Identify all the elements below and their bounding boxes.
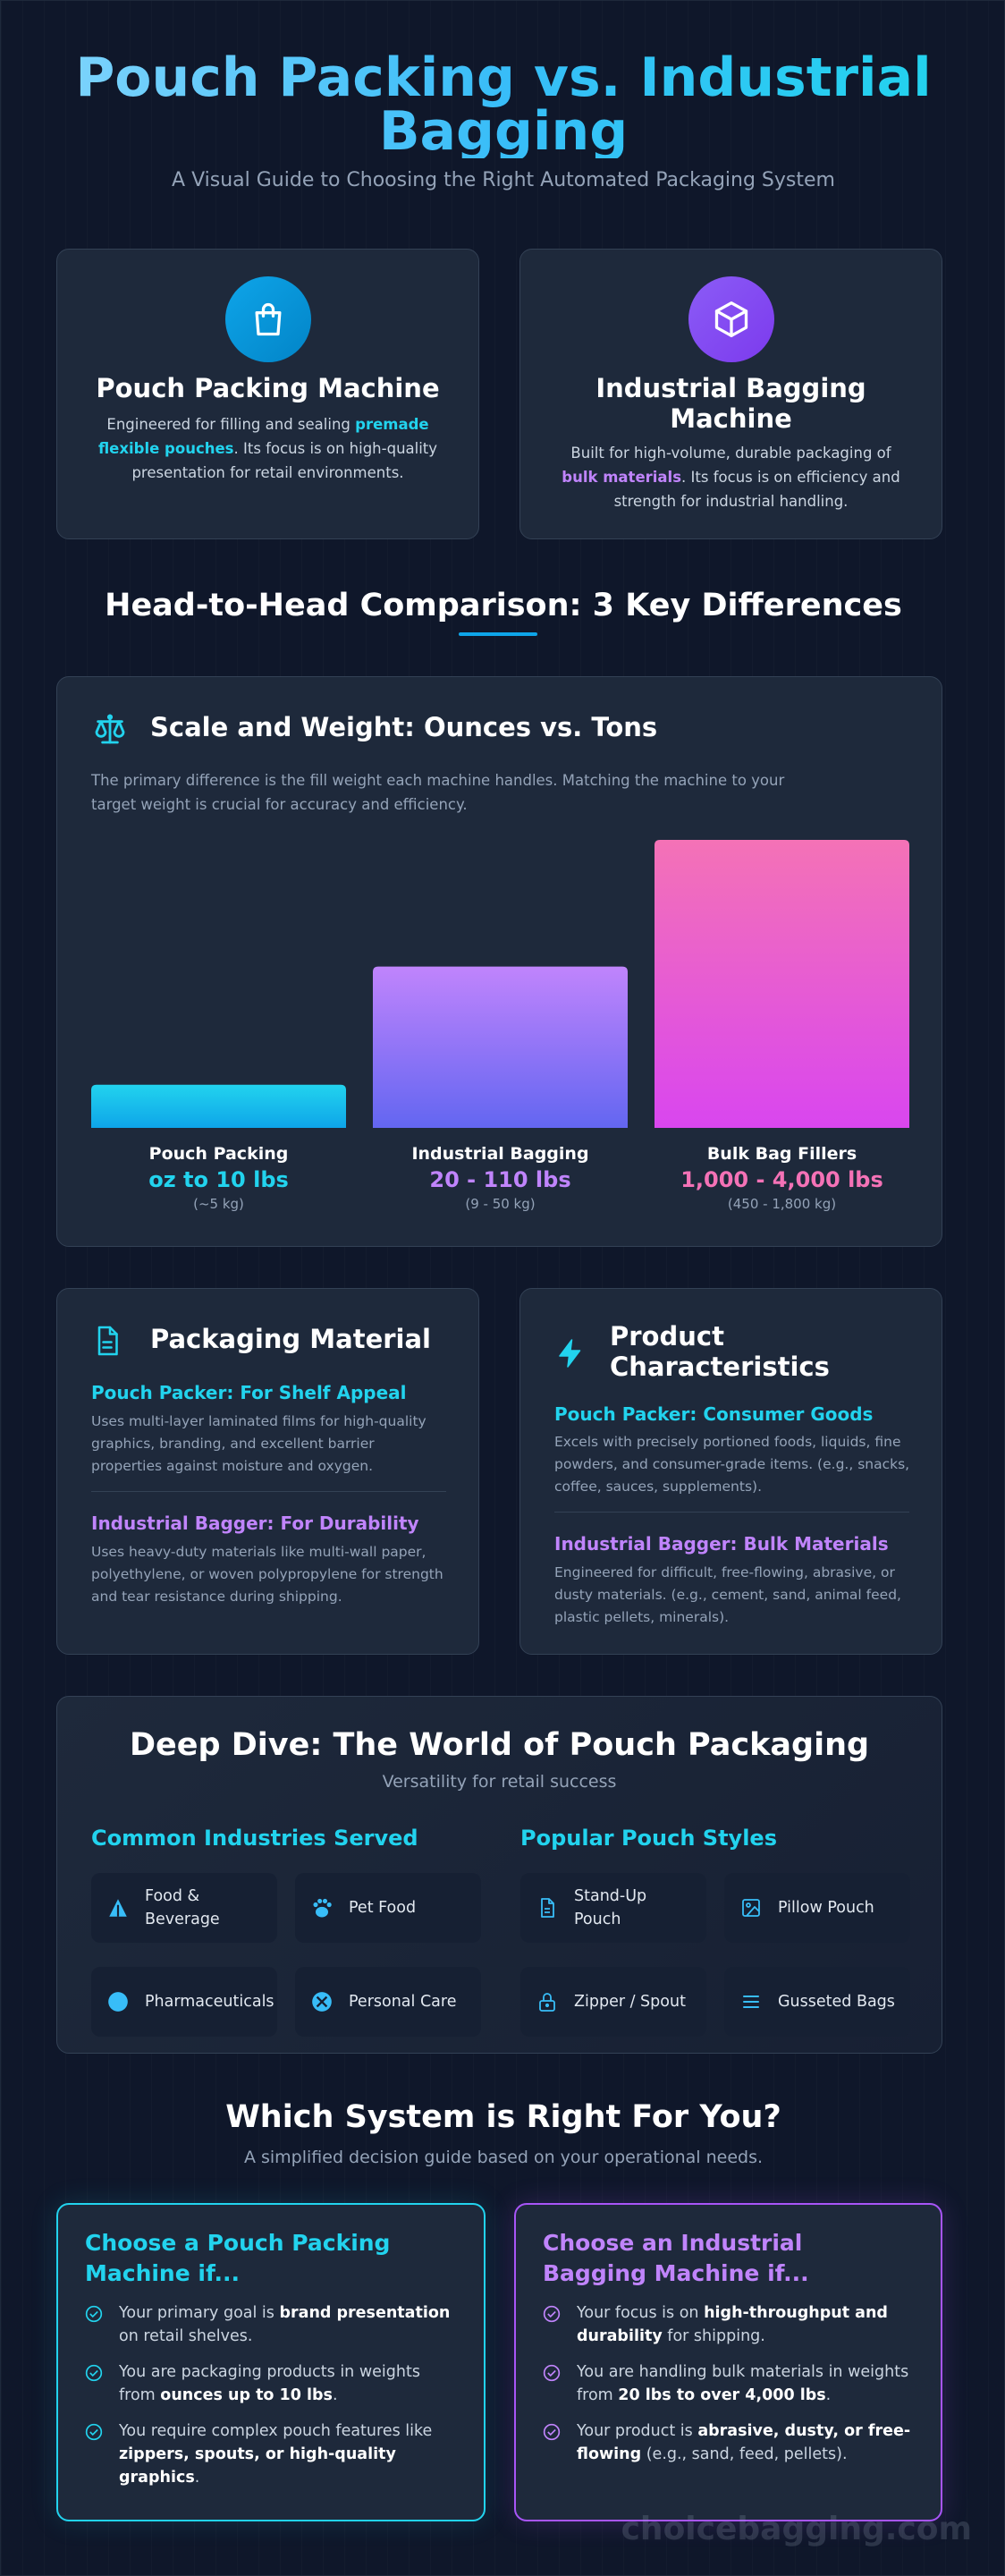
- product-characteristics-card: Product Characteristics Pouch Packer: Co…: [519, 1288, 942, 1655]
- scale-icon: [91, 711, 129, 750]
- material-pouch-heading: Pouch Packer: For Shelf Appeal: [91, 1382, 407, 1403]
- bar-pouch-packing: [91, 1084, 346, 1128]
- industry-food-beverage: Food & Beverage: [91, 1873, 277, 1943]
- material-pouch-text: Uses multi-layer laminated films for hig…: [91, 1413, 426, 1474]
- check-circle-icon: [85, 2360, 119, 2407]
- lock-icon: [520, 1990, 574, 2013]
- pouch-choice-item: You are packaging products in weights fr…: [85, 2360, 457, 2407]
- style-pillow-pouch: Pillow Pouch: [724, 1873, 910, 1943]
- styles-heading: Popular Pouch Styles: [520, 1826, 777, 1851]
- product-bagger-text: Engineered for difficult, free-flowing, …: [554, 1564, 901, 1625]
- industry-personal-care: Personal Care: [295, 1967, 481, 2037]
- box-cube-icon: [688, 276, 774, 362]
- pouch-machine-description: Engineered for filling and sealing prema…: [97, 416, 438, 481]
- material-bagger-text: Uses heavy-duty materials like multi-wal…: [91, 1544, 443, 1605]
- pill-icon: [91, 1990, 145, 2013]
- deep-dive-card: Deep Dive: The World of Pouch Packaging …: [56, 1696, 942, 2054]
- product-bagger-heading: Industrial Bagger: Bulk Materials: [554, 1533, 889, 1555]
- check-circle-icon: [85, 2301, 119, 2348]
- style-stand-up-pouch: Stand-Up Pouch: [520, 1873, 706, 1943]
- product-pouch-heading: Pouch Packer: Consumer Goods: [554, 1403, 874, 1425]
- scale-card-description: The primary difference is the fill weigh…: [91, 772, 785, 813]
- weight-bar-chart: [91, 840, 909, 1128]
- style-gusseted-bags: Gusseted Bags: [724, 1967, 910, 2037]
- wheat-icon: [91, 1896, 145, 1919]
- bar-value-pouch: oz to 10 lbs: [148, 1167, 289, 1192]
- decision-subtitle: A simplified decision guide based on you…: [243, 2148, 764, 2167]
- material-card-title: Packaging Material: [150, 1324, 432, 1354]
- paw-icon: [295, 1895, 349, 1920]
- bar-sub-pouch: (~5 kg): [193, 1196, 244, 1212]
- sparkle-icon: [295, 1990, 349, 2013]
- image-icon: [724, 1897, 778, 1919]
- bar-sub-bulk: (450 - 1,800 kg): [727, 1196, 837, 1212]
- bagging-machine-card: Industrial Bagging Machine Built for hig…: [519, 249, 942, 539]
- pouch-machine-title: Pouch Packing Machine: [96, 373, 440, 403]
- shopping-bag-icon: [224, 276, 311, 362]
- check-circle-icon: [543, 2360, 577, 2407]
- lightning-icon: [554, 1335, 587, 1375]
- product-divider: [554, 1512, 909, 1513]
- pouch-choice-item: Your primary goal is brand presentation …: [85, 2301, 457, 2348]
- scale-card-title: Scale and Weight: Ounces vs. Tons: [150, 712, 658, 742]
- pouch-machine-card: Pouch Packing Machine Engineered for fil…: [56, 249, 479, 539]
- industries-heading: Common Industries Served: [91, 1826, 418, 1851]
- bar-sub-industrial: (9 - 50 kg): [465, 1196, 536, 1212]
- product-card-title: Product Characteristics: [610, 1321, 830, 1382]
- document-icon: [520, 1896, 574, 1919]
- industry-pet-food: Pet Food: [295, 1873, 481, 1943]
- bar-bulk-bag-fillers: [655, 840, 909, 1128]
- bar-value-industrial: 20 - 110 lbs: [429, 1167, 571, 1192]
- page-title: Pouch Packing vs. Industrial Bagging: [55, 51, 952, 158]
- bar-industrial-bagging: [373, 966, 628, 1128]
- document-icon: [91, 1323, 123, 1362]
- bar-label-bulk: Bulk Bag Fillers: [706, 1144, 857, 1164]
- bagger-choice-title: Choose an Industrial Bagging Machine if.…: [543, 2230, 809, 2286]
- pouch-choice-title: Choose a Pouch Packing Machine if...: [85, 2230, 391, 2286]
- bar-value-bulk: 1,000 - 4,000 lbs: [680, 1167, 883, 1192]
- check-circle-icon: [543, 2301, 577, 2348]
- bagger-choice-item: You are handling bulk materials in weigh…: [543, 2360, 914, 2407]
- bagger-choice-item: Your focus is on high-throughput and dur…: [543, 2301, 914, 2348]
- bar-label-pouch: Pouch Packing: [148, 1144, 289, 1164]
- check-circle-icon: [543, 2419, 577, 2466]
- material-bagger-heading: Industrial Bagger: For Durability: [91, 1513, 419, 1534]
- bagging-machine-title: Industrial Bagging Machine: [595, 373, 866, 434]
- bagger-choice-item: Your product is abrasive, dusty, or free…: [543, 2419, 914, 2466]
- pouch-choice-item: You require complex pouch features like …: [85, 2419, 457, 2489]
- page-subtitle: A Visual Guide to Choosing the Right Aut…: [172, 169, 835, 191]
- deep-dive-title: Deep Dive: The World of Pouch Packaging: [129, 1727, 870, 1763]
- list-icon: [724, 1991, 778, 2012]
- deep-dive-subtitle: Versatility for retail success: [382, 1772, 617, 1792]
- comparison-heading: Head-to-Head Comparison: 3 Key Differenc…: [105, 588, 902, 623]
- watermark: choicebagging.com: [621, 2511, 972, 2547]
- check-circle-icon: [85, 2419, 119, 2489]
- bar-label-industrial: Industrial Bagging: [411, 1144, 589, 1164]
- material-divider: [91, 1491, 446, 1492]
- style-zipper-spout: Zipper / Spout: [520, 1967, 706, 2037]
- product-pouch-text: Excels with precisely portioned foods, l…: [554, 1434, 910, 1495]
- packaging-material-card: Packaging Material Pouch Packer: For She…: [56, 1288, 479, 1655]
- scale-weight-card: Scale and Weight: Ounces vs. Tons The pr…: [56, 676, 942, 1247]
- bagging-machine-description: Built for high-volume, durable packaging…: [562, 445, 900, 510]
- heading-underline: [459, 632, 537, 636]
- bagger-choice-card: Choose an Industrial Bagging Machine if.…: [514, 2203, 942, 2521]
- decision-heading: Which System is Right For You?: [225, 2099, 781, 2135]
- pouch-choice-card: Choose a Pouch Packing Machine if... You…: [56, 2203, 486, 2521]
- industry-pharmaceuticals: Pharmaceuticals: [91, 1967, 277, 2037]
